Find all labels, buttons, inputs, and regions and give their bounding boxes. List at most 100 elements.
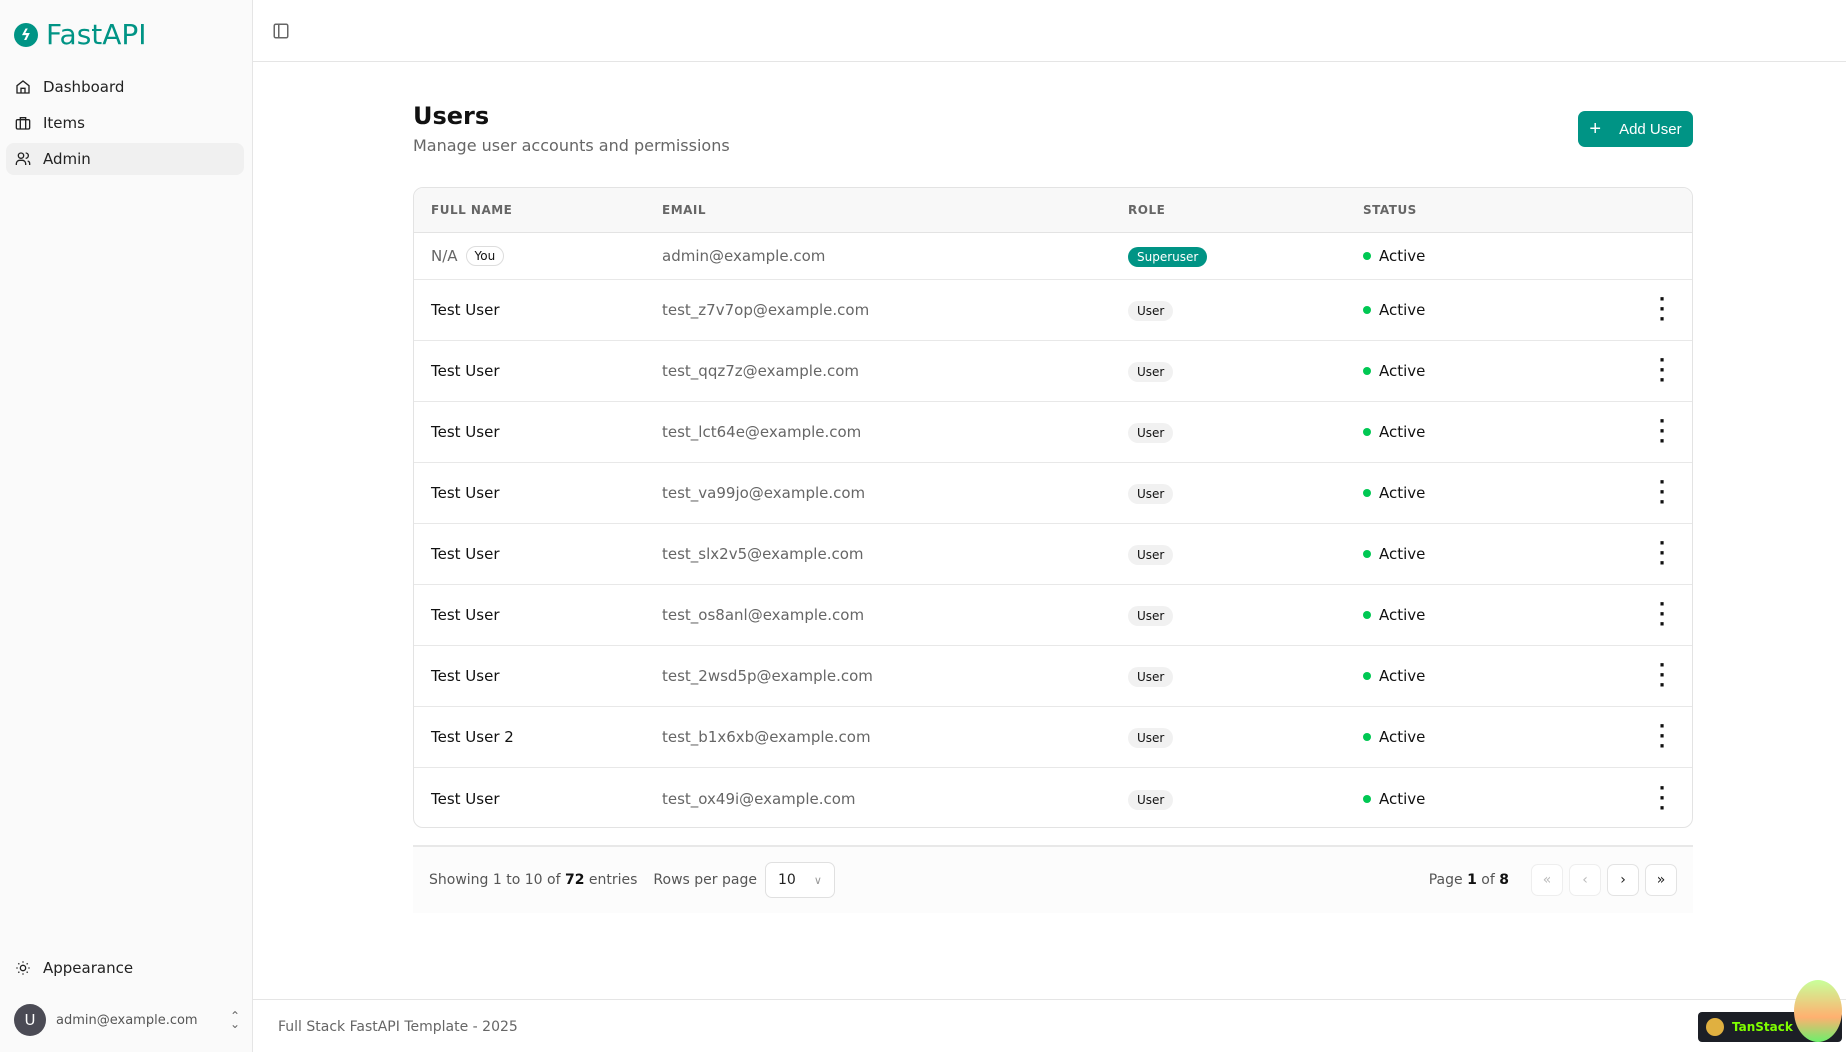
page-title: Users (413, 102, 490, 130)
sidebar-item-items[interactable]: Items (6, 107, 244, 139)
role-badge: User (1128, 667, 1174, 687)
plus-icon: + (1589, 117, 1602, 140)
status: Active (1363, 484, 1425, 502)
add-user-button[interactable]: + Add User (1578, 111, 1693, 147)
table-row: Test User test_os8anl@example.com User Acti… (414, 585, 1692, 646)
home-icon (16, 80, 30, 94)
footer: Full Stack FastAPI Template - 2025 (253, 999, 1846, 1052)
status: Active (1363, 728, 1425, 746)
user-name: Test User (431, 789, 500, 808)
sidebar-item-dashboard[interactable]: Dashboard (6, 71, 244, 103)
rows-per-page-select[interactable]: 10 ∨ (764, 862, 835, 898)
chevron-left-icon: ‹ (1582, 872, 1588, 888)
row-actions-menu-icon[interactable]: · · · (1658, 716, 1666, 757)
column-header: ROLE (1128, 203, 1166, 217)
rows-per-page-label: Rows per page (653, 872, 757, 888)
status-dot-icon (1363, 367, 1371, 375)
table-row: Test User test_qqz7z@example.com User Activ… (414, 341, 1692, 402)
row-actions-menu-icon[interactable]: · · · (1658, 350, 1666, 391)
role-badge: User (1128, 484, 1174, 504)
chevrons-right-icon: » (1656, 872, 1666, 888)
table-row: Test User 2 test_b1x6xb@example.com User Ac… (414, 707, 1692, 768)
user-email: test_2wsd5p@example.com (662, 667, 873, 685)
user-email: test_ox49i@example.com (662, 789, 856, 808)
status: Active (1363, 301, 1425, 319)
users-icon (15, 152, 31, 165)
footer-text: Full Stack FastAPI Template - 2025 (278, 1019, 518, 1035)
page-indicator: Page 1 of 8 (1428, 872, 1509, 888)
avatar: U (14, 1004, 46, 1036)
row-actions-menu-icon[interactable]: · · · (1658, 594, 1666, 635)
row-actions-menu-icon[interactable]: · · · (1658, 655, 1666, 696)
status-dot-icon (1363, 672, 1371, 680)
table-header: FULL NAME EMAIL ROLE STATUS (414, 188, 1692, 233)
role-badge: User (1128, 606, 1174, 626)
devtools-orb-icon[interactable] (1794, 980, 1842, 1042)
user-name: Test User (431, 545, 500, 563)
status: Active (1363, 247, 1425, 265)
status-dot-icon (1363, 550, 1371, 558)
role-badge: User (1128, 301, 1174, 321)
next-page-button[interactable]: › (1607, 864, 1639, 896)
status: Active (1363, 362, 1425, 380)
chevron-down-icon: ∨ (813, 873, 822, 887)
user-email: test_os8anl@example.com (662, 606, 865, 624)
page-subtitle: Manage user accounts and permissions (413, 136, 730, 155)
status-dot-icon (1363, 489, 1371, 497)
table-row: Test User test_va99jo@example.com User Acti… (414, 463, 1692, 524)
table-row: Test User test_lct64e@example.com User Acti… (414, 402, 1692, 463)
role-badge: User (1128, 728, 1174, 748)
user-name: Test User (431, 423, 500, 441)
prev-page-button[interactable]: ‹ (1569, 864, 1601, 896)
column-header: FULL NAME (431, 203, 513, 217)
role-badge: User (1128, 423, 1174, 443)
add-user-label: Add User (1619, 120, 1682, 138)
role-badge: User (1128, 362, 1174, 382)
user-email: admin@example.com (56, 1012, 198, 1028)
role-badge: User (1128, 545, 1174, 565)
appearance-label: Appearance (43, 959, 134, 977)
fastapi-logo-icon: ϟ (14, 22, 38, 47)
last-page-button[interactable]: » (1645, 864, 1677, 896)
logo[interactable]: ϟ FastAPI (14, 18, 147, 51)
user-name: Test User (431, 301, 500, 319)
row-actions-menu-icon[interactable]: · · · (1658, 777, 1666, 819)
app-name: FastAPI (46, 18, 147, 51)
status: Active (1363, 606, 1425, 624)
user-email: test_b1x6xb@example.com (662, 728, 871, 746)
table-row: Test User test_2wsd5p@example.com User Acti… (414, 646, 1692, 707)
sidebar: ϟ FastAPI Dashboard Items Admin Appearanc… (0, 0, 253, 1052)
status-dot-icon (1363, 428, 1371, 436)
status: Active (1363, 545, 1425, 563)
row-actions-menu-icon[interactable]: · · · (1658, 411, 1666, 452)
briefcase-icon (15, 117, 31, 130)
role-badge: User (1128, 789, 1174, 810)
role-badge: Superuser (1128, 247, 1208, 267)
pagination: Showing 1 to 10 of 72 entries Rows per p… (413, 845, 1693, 913)
status: Active (1363, 423, 1425, 441)
tanstack-label: TanStack (1732, 1020, 1793, 1034)
sidebar-item-admin[interactable]: Admin (6, 143, 244, 175)
user-email: test_qqz7z@example.com (662, 362, 860, 380)
sidebar-toggle-icon[interactable] (272, 22, 290, 40)
user-name: Test User (431, 667, 500, 685)
table-row: Test User test_ox49i@example.com User Activ… (414, 768, 1692, 827)
first-page-button[interactable]: « (1531, 864, 1563, 896)
sidebar-item-label: Admin (43, 150, 91, 168)
status-dot-icon (1363, 611, 1371, 619)
row-actions-menu-icon[interactable]: · · · (1658, 472, 1666, 513)
table-row: Test User test_z7v7op@example.com User Acti… (414, 280, 1692, 341)
row-actions-menu-icon[interactable]: · · · (1658, 533, 1666, 574)
sidebar-item-label: Items (43, 114, 85, 132)
table-row: N/A You admin@example.com Superuser Active (414, 233, 1692, 280)
user-name: N/A You (431, 246, 505, 266)
row-actions-menu-icon[interactable]: · · · (1658, 289, 1666, 330)
you-badge: You (465, 246, 505, 266)
user-name: Test User (431, 484, 500, 502)
column-header: STATUS (1363, 203, 1417, 217)
header (253, 0, 1846, 62)
status: Active (1363, 667, 1425, 685)
user-menu[interactable]: U admin@example.com ⌃ ⌄ (14, 1004, 240, 1036)
status-dot-icon (1363, 252, 1371, 260)
appearance-button[interactable]: Appearance (6, 952, 244, 984)
